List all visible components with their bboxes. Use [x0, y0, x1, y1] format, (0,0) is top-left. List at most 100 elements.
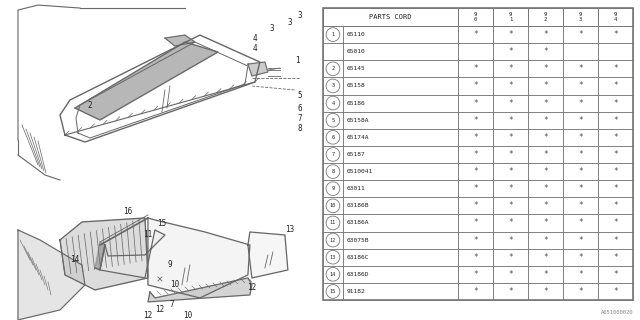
Text: 4: 4	[253, 34, 257, 43]
Bar	[528, 180, 563, 197]
Text: 2: 2	[88, 100, 92, 109]
Bar	[493, 163, 528, 180]
Bar	[343, 146, 458, 163]
Polygon shape	[75, 42, 218, 120]
Bar	[563, 231, 598, 249]
Bar	[458, 60, 493, 77]
Bar	[458, 8, 493, 26]
Text: *: *	[613, 201, 618, 210]
Bar	[493, 8, 528, 26]
Bar	[528, 146, 563, 163]
Bar	[528, 214, 563, 231]
Text: 63186C: 63186C	[347, 255, 369, 260]
Bar	[458, 112, 493, 129]
Bar	[343, 60, 458, 77]
Polygon shape	[148, 218, 250, 298]
Text: 63011: 63011	[347, 186, 365, 191]
Text: *: *	[613, 253, 618, 262]
Bar	[343, 163, 458, 180]
Text: *: *	[578, 30, 583, 39]
Text: *: *	[613, 81, 618, 91]
Text: 3: 3	[298, 11, 302, 20]
Text: 6: 6	[332, 135, 335, 140]
Text: *: *	[473, 167, 477, 176]
Bar	[493, 180, 528, 197]
Text: 91182: 91182	[347, 289, 365, 294]
Bar	[323, 129, 343, 146]
Text: 9: 9	[332, 186, 335, 191]
Text: *: *	[508, 99, 513, 108]
Text: 63186D: 63186D	[347, 272, 369, 277]
Text: 1: 1	[332, 32, 335, 37]
Polygon shape	[60, 218, 148, 290]
Bar	[343, 197, 458, 214]
Text: *: *	[578, 253, 583, 262]
Bar	[598, 8, 633, 26]
Text: *: *	[508, 116, 513, 125]
Bar	[458, 249, 493, 266]
Text: *: *	[473, 287, 477, 296]
Text: *: *	[473, 184, 477, 193]
Text: *: *	[473, 133, 477, 142]
Text: 5: 5	[298, 91, 302, 100]
Bar	[598, 112, 633, 129]
Text: 9
4: 9 4	[614, 12, 617, 22]
Bar	[458, 94, 493, 112]
Bar	[563, 129, 598, 146]
Text: *: *	[543, 64, 548, 73]
Text: *: *	[543, 184, 548, 193]
Text: 15: 15	[330, 289, 336, 294]
Bar	[323, 283, 343, 300]
Bar	[458, 163, 493, 180]
Text: 10: 10	[330, 203, 336, 208]
Text: 9
2: 9 2	[544, 12, 547, 22]
Bar	[563, 283, 598, 300]
Text: *: *	[543, 116, 548, 125]
Bar	[343, 214, 458, 231]
Bar	[563, 266, 598, 283]
Bar	[598, 163, 633, 180]
Bar	[493, 60, 528, 77]
Text: 65186: 65186	[347, 100, 365, 106]
Text: 9
0: 9 0	[474, 12, 477, 22]
Text: 2: 2	[332, 66, 335, 71]
Text: *: *	[473, 150, 477, 159]
Bar	[528, 77, 563, 94]
Text: *: *	[473, 270, 477, 279]
Text: *: *	[473, 219, 477, 228]
Bar	[598, 231, 633, 249]
Bar	[458, 43, 493, 60]
Text: *: *	[543, 30, 548, 39]
Bar	[323, 112, 343, 129]
Text: PARTS CORD: PARTS CORD	[369, 14, 412, 20]
Bar	[528, 266, 563, 283]
Text: 65010: 65010	[347, 49, 365, 54]
Text: *: *	[578, 133, 583, 142]
Bar	[563, 214, 598, 231]
Bar	[343, 266, 458, 283]
Bar	[323, 180, 343, 197]
Text: *: *	[578, 64, 583, 73]
Bar	[563, 26, 598, 43]
Bar	[598, 77, 633, 94]
Text: *: *	[473, 64, 477, 73]
Bar	[458, 26, 493, 43]
Text: 7: 7	[170, 300, 174, 309]
Text: 8: 8	[332, 169, 335, 174]
Bar	[323, 146, 343, 163]
Text: *: *	[613, 133, 618, 142]
Text: *: *	[543, 133, 548, 142]
Text: 4: 4	[332, 100, 335, 106]
Bar	[343, 43, 458, 60]
Text: 5: 5	[332, 118, 335, 123]
Text: *: *	[508, 150, 513, 159]
Text: 63186B: 63186B	[347, 203, 369, 208]
Text: *: *	[543, 150, 548, 159]
Text: *: *	[543, 287, 548, 296]
Bar	[528, 197, 563, 214]
Text: *: *	[613, 150, 618, 159]
Text: 63075B: 63075B	[347, 237, 369, 243]
Text: *: *	[473, 116, 477, 125]
Text: *: *	[613, 184, 618, 193]
Text: *: *	[543, 47, 548, 56]
